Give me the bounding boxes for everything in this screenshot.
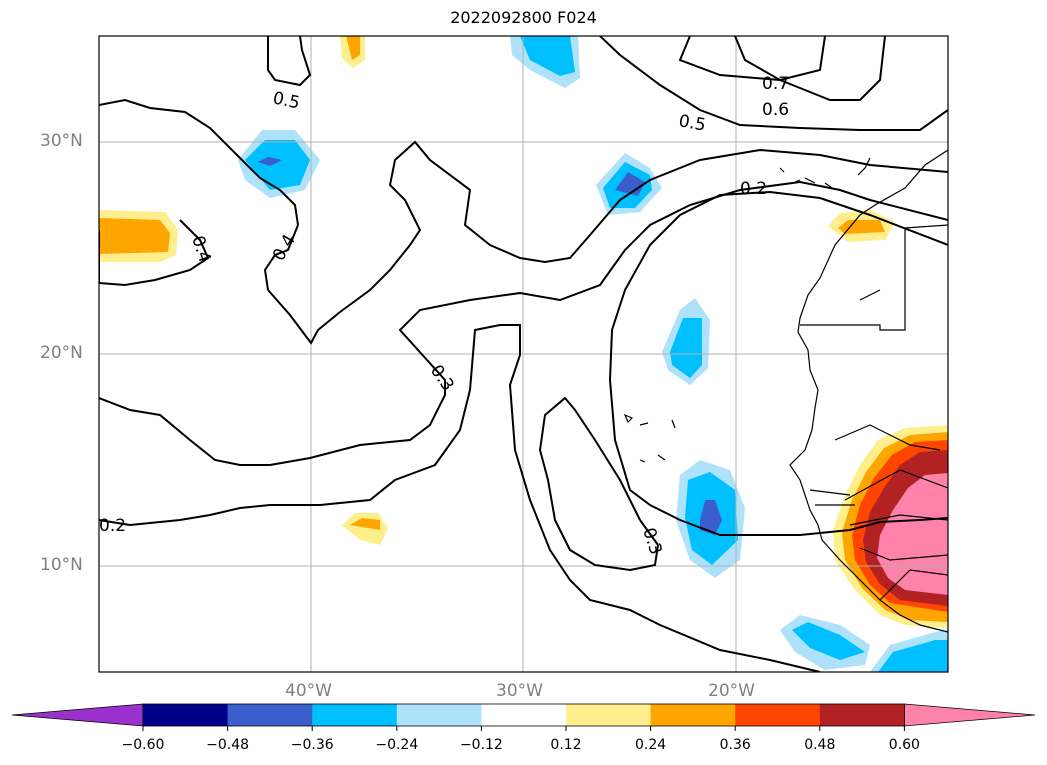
contour-label-0-3-left: 0.3: [426, 361, 458, 395]
shading-cool: [238, 36, 948, 672]
contour-label-0-7: 0.7: [762, 74, 789, 94]
contour-lines: [99, 36, 948, 672]
contour-label-0-5-left: 0.5: [271, 88, 302, 113]
colorbar-extend-max: [904, 703, 1036, 727]
colorbar-tick-label: −0.60: [121, 737, 165, 753]
colorbar-tick-label: −0.24: [375, 737, 419, 753]
colorbar-segment: [143, 704, 229, 726]
map-plot: 0.7 0.6 0.5 0.5 0.4 0.4 0.3 0.3 0.2 0.2: [98, 35, 949, 673]
colorbar-segment: [396, 704, 482, 726]
colorbar-segment: [227, 704, 313, 726]
colorbar-tick-label: −0.12: [459, 737, 503, 753]
contour-label-0-2-left: 0.2: [99, 516, 126, 536]
colorbar-frame: [142, 703, 905, 727]
colorbar-tick-label: 0.60: [888, 737, 920, 753]
colorbar-segment: [819, 704, 905, 726]
contour-label-0-6: 0.6: [762, 100, 789, 120]
colorbar-segment: [650, 704, 736, 726]
contour-label-0-5-right: 0.5: [677, 111, 707, 135]
colorbar-tick-label: 0.36: [719, 737, 751, 753]
lon-label-40w: 40°W: [285, 681, 332, 701]
contour-label-0-4-left: 0.4: [187, 233, 214, 265]
lat-label-20n: 20°N: [40, 343, 83, 363]
gridlines: [99, 36, 948, 672]
colorbar-tick-label: 0.24: [635, 737, 667, 753]
contour-label-0-2-right: 0.2: [740, 179, 767, 199]
contour-label-0-3-right: 0.3: [638, 525, 665, 557]
lat-label-10n: 10°N: [40, 555, 83, 575]
colorbar-tick-label: 0.48: [804, 737, 836, 753]
lon-label-20w: 20°W: [708, 681, 755, 701]
colorbar-segment: [566, 704, 652, 726]
colorbar-tick-label: −0.36: [290, 737, 334, 753]
contour-label-0-4-right: 0.4: [269, 231, 300, 264]
colorbar-tick-label: −0.48: [206, 737, 250, 753]
colorbar-tick-label: 0.12: [550, 737, 582, 753]
lon-label-30w: 30°W: [496, 681, 543, 701]
map-title: 2022092800 F024: [450, 8, 597, 27]
lat-label-30n: 30°N: [40, 131, 83, 151]
coastline: [623, 149, 948, 633]
colorbar-segment: [735, 704, 821, 726]
colorbar-extend-min: [11, 703, 144, 727]
map-frame: [98, 35, 949, 673]
colorbar-segment: [312, 704, 398, 726]
colorbar-segment: [481, 704, 567, 726]
